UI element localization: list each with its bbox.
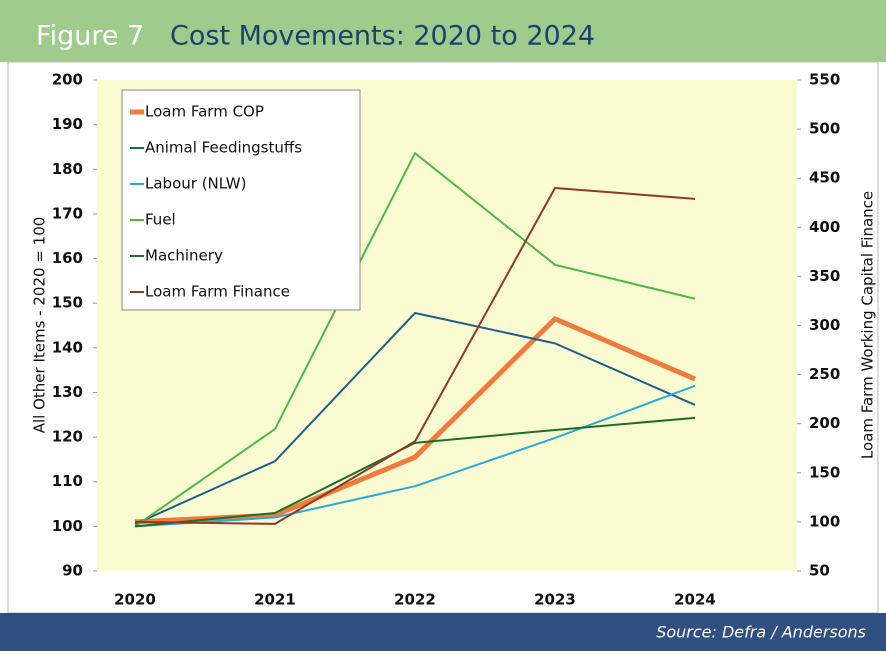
y-tick-label: 100 [52, 517, 83, 535]
y2-tick-label: 550 [809, 71, 840, 89]
legend-label: Labour (NLW) [145, 175, 246, 193]
x-tick-label: 2021 [254, 591, 296, 609]
y-tick-label: 180 [52, 160, 83, 178]
y2-tick-label: 100 [809, 512, 840, 530]
series-line [134, 384, 696, 528]
y-tick-label: 110 [52, 472, 83, 490]
y2-tick-label: 500 [809, 120, 840, 138]
y-tick-label: 90 [62, 562, 83, 580]
footer-band [0, 613, 886, 651]
y2-tick-label: 450 [809, 169, 840, 187]
y-tick-label: 200 [52, 71, 83, 89]
series-line [134, 416, 696, 528]
y-tick-label: 120 [52, 428, 83, 446]
y2-tick-label: 200 [809, 414, 840, 432]
chart-title: Cost Movements: 2020 to 2024 [170, 21, 595, 52]
y2-tick-label: 400 [809, 218, 840, 236]
x-tick-label: 2020 [114, 591, 156, 609]
legend-label: Loam Farm COP [145, 103, 264, 121]
x-tick-label: 2023 [534, 591, 576, 609]
header-band [0, 0, 886, 62]
legend-label: Loam Farm Finance [145, 283, 290, 301]
x-tick-label: 2022 [394, 591, 436, 609]
figure-label: Figure 7 [36, 21, 144, 52]
y2-tick-label: 300 [809, 316, 840, 334]
y-tick-label: 170 [52, 204, 83, 222]
series-line [134, 152, 696, 528]
y-tick-label: 190 [52, 115, 83, 133]
legend-box [121, 89, 361, 311]
y-tick-label: 160 [52, 249, 83, 267]
x-tick-label: 2024 [674, 591, 716, 609]
series-line [134, 312, 696, 526]
y2-tick-label: 250 [809, 365, 840, 383]
y2-tick-label: 350 [809, 267, 840, 285]
series-line [134, 187, 696, 525]
legend-label: Fuel [145, 211, 176, 229]
y2-tick-label: 50 [809, 562, 830, 580]
legend-label: Machinery [145, 247, 223, 265]
y2-tick-label: 150 [809, 463, 840, 481]
y-axis-label: All Other Items - 2020 = 100 [31, 217, 49, 434]
source: Source: Defra / Andersons [656, 623, 866, 642]
y2-axis-label: Loam Farm Working Capital Finance [859, 191, 877, 459]
y-tick-label: 140 [52, 338, 83, 356]
y-tick-label: 130 [52, 383, 83, 401]
legend-label: Animal Feedingstuffs [145, 139, 302, 157]
y-tick-label: 150 [52, 294, 83, 312]
